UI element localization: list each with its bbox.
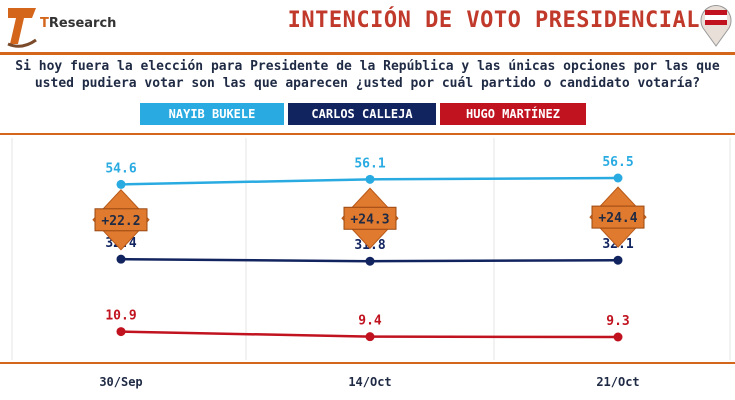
legend-martinez: HUGO MARTÍNEZ (440, 103, 586, 125)
data-point-2-1 (365, 332, 375, 342)
difference-label-1: +24.3 (350, 212, 389, 227)
x-tick-label-1: 14/Oct (348, 375, 391, 389)
data-label-2-0: 10.9 (105, 309, 136, 324)
logo-mark-icon (7, 8, 37, 48)
page-title: INTENCIÓN DE VOTO PRESIDENCIAL (287, 8, 700, 33)
data-point-2-0 (116, 327, 126, 337)
legend-calleja: CARLOS CALLEJA (288, 103, 436, 125)
difference-label-0: +22.2 (101, 214, 140, 229)
data-point-1-1 (365, 256, 375, 266)
data-label-0-2: 56.5 (602, 155, 633, 170)
difference-box-0 (94, 208, 148, 232)
question-line-1: Si hoy fuera la elección para Presidente… (15, 59, 720, 74)
question-line-2: usted pudiera votar son las que aparecen… (34, 76, 701, 91)
x-tick-label-2: 21/Oct (596, 375, 639, 389)
difference-box-2 (591, 205, 645, 229)
data-label-2-1: 9.4 (358, 314, 382, 329)
data-point-0-2 (613, 173, 623, 183)
chart-top-divider (0, 133, 735, 135)
data-point-0-1 (365, 174, 375, 184)
data-point-0-0 (116, 179, 126, 189)
logo-text-t: T (40, 16, 49, 31)
legend-bukele: NAYIB BUKELE (140, 103, 284, 125)
data-point-2-2 (613, 332, 623, 342)
chart-bottom-divider (0, 362, 735, 364)
data-point-1-0 (116, 254, 126, 264)
data-label-2-2: 9.3 (606, 314, 629, 329)
tresearch-logo: TResearch (6, 4, 146, 48)
survey-question: Si hoy fuera la elección para Presidente… (4, 58, 731, 92)
difference-label-2: +24.4 (598, 211, 637, 226)
header-divider (0, 52, 735, 55)
difference-badge-2: +24.4 (589, 186, 647, 248)
data-point-1-2 (613, 255, 623, 265)
logo-text-rest: Research (48, 16, 117, 31)
flag-pin-icon (700, 5, 732, 47)
logo-text: TResearch (40, 16, 116, 31)
data-label-0-1: 56.1 (354, 156, 385, 171)
difference-badge-1: +24.3 (341, 187, 399, 250)
data-label-0-0: 54.6 (105, 161, 136, 176)
difference-badge-0: +22.2 (92, 189, 150, 251)
x-tick-label-0: 30/Sep (99, 375, 142, 389)
difference-box-1 (343, 206, 397, 230)
